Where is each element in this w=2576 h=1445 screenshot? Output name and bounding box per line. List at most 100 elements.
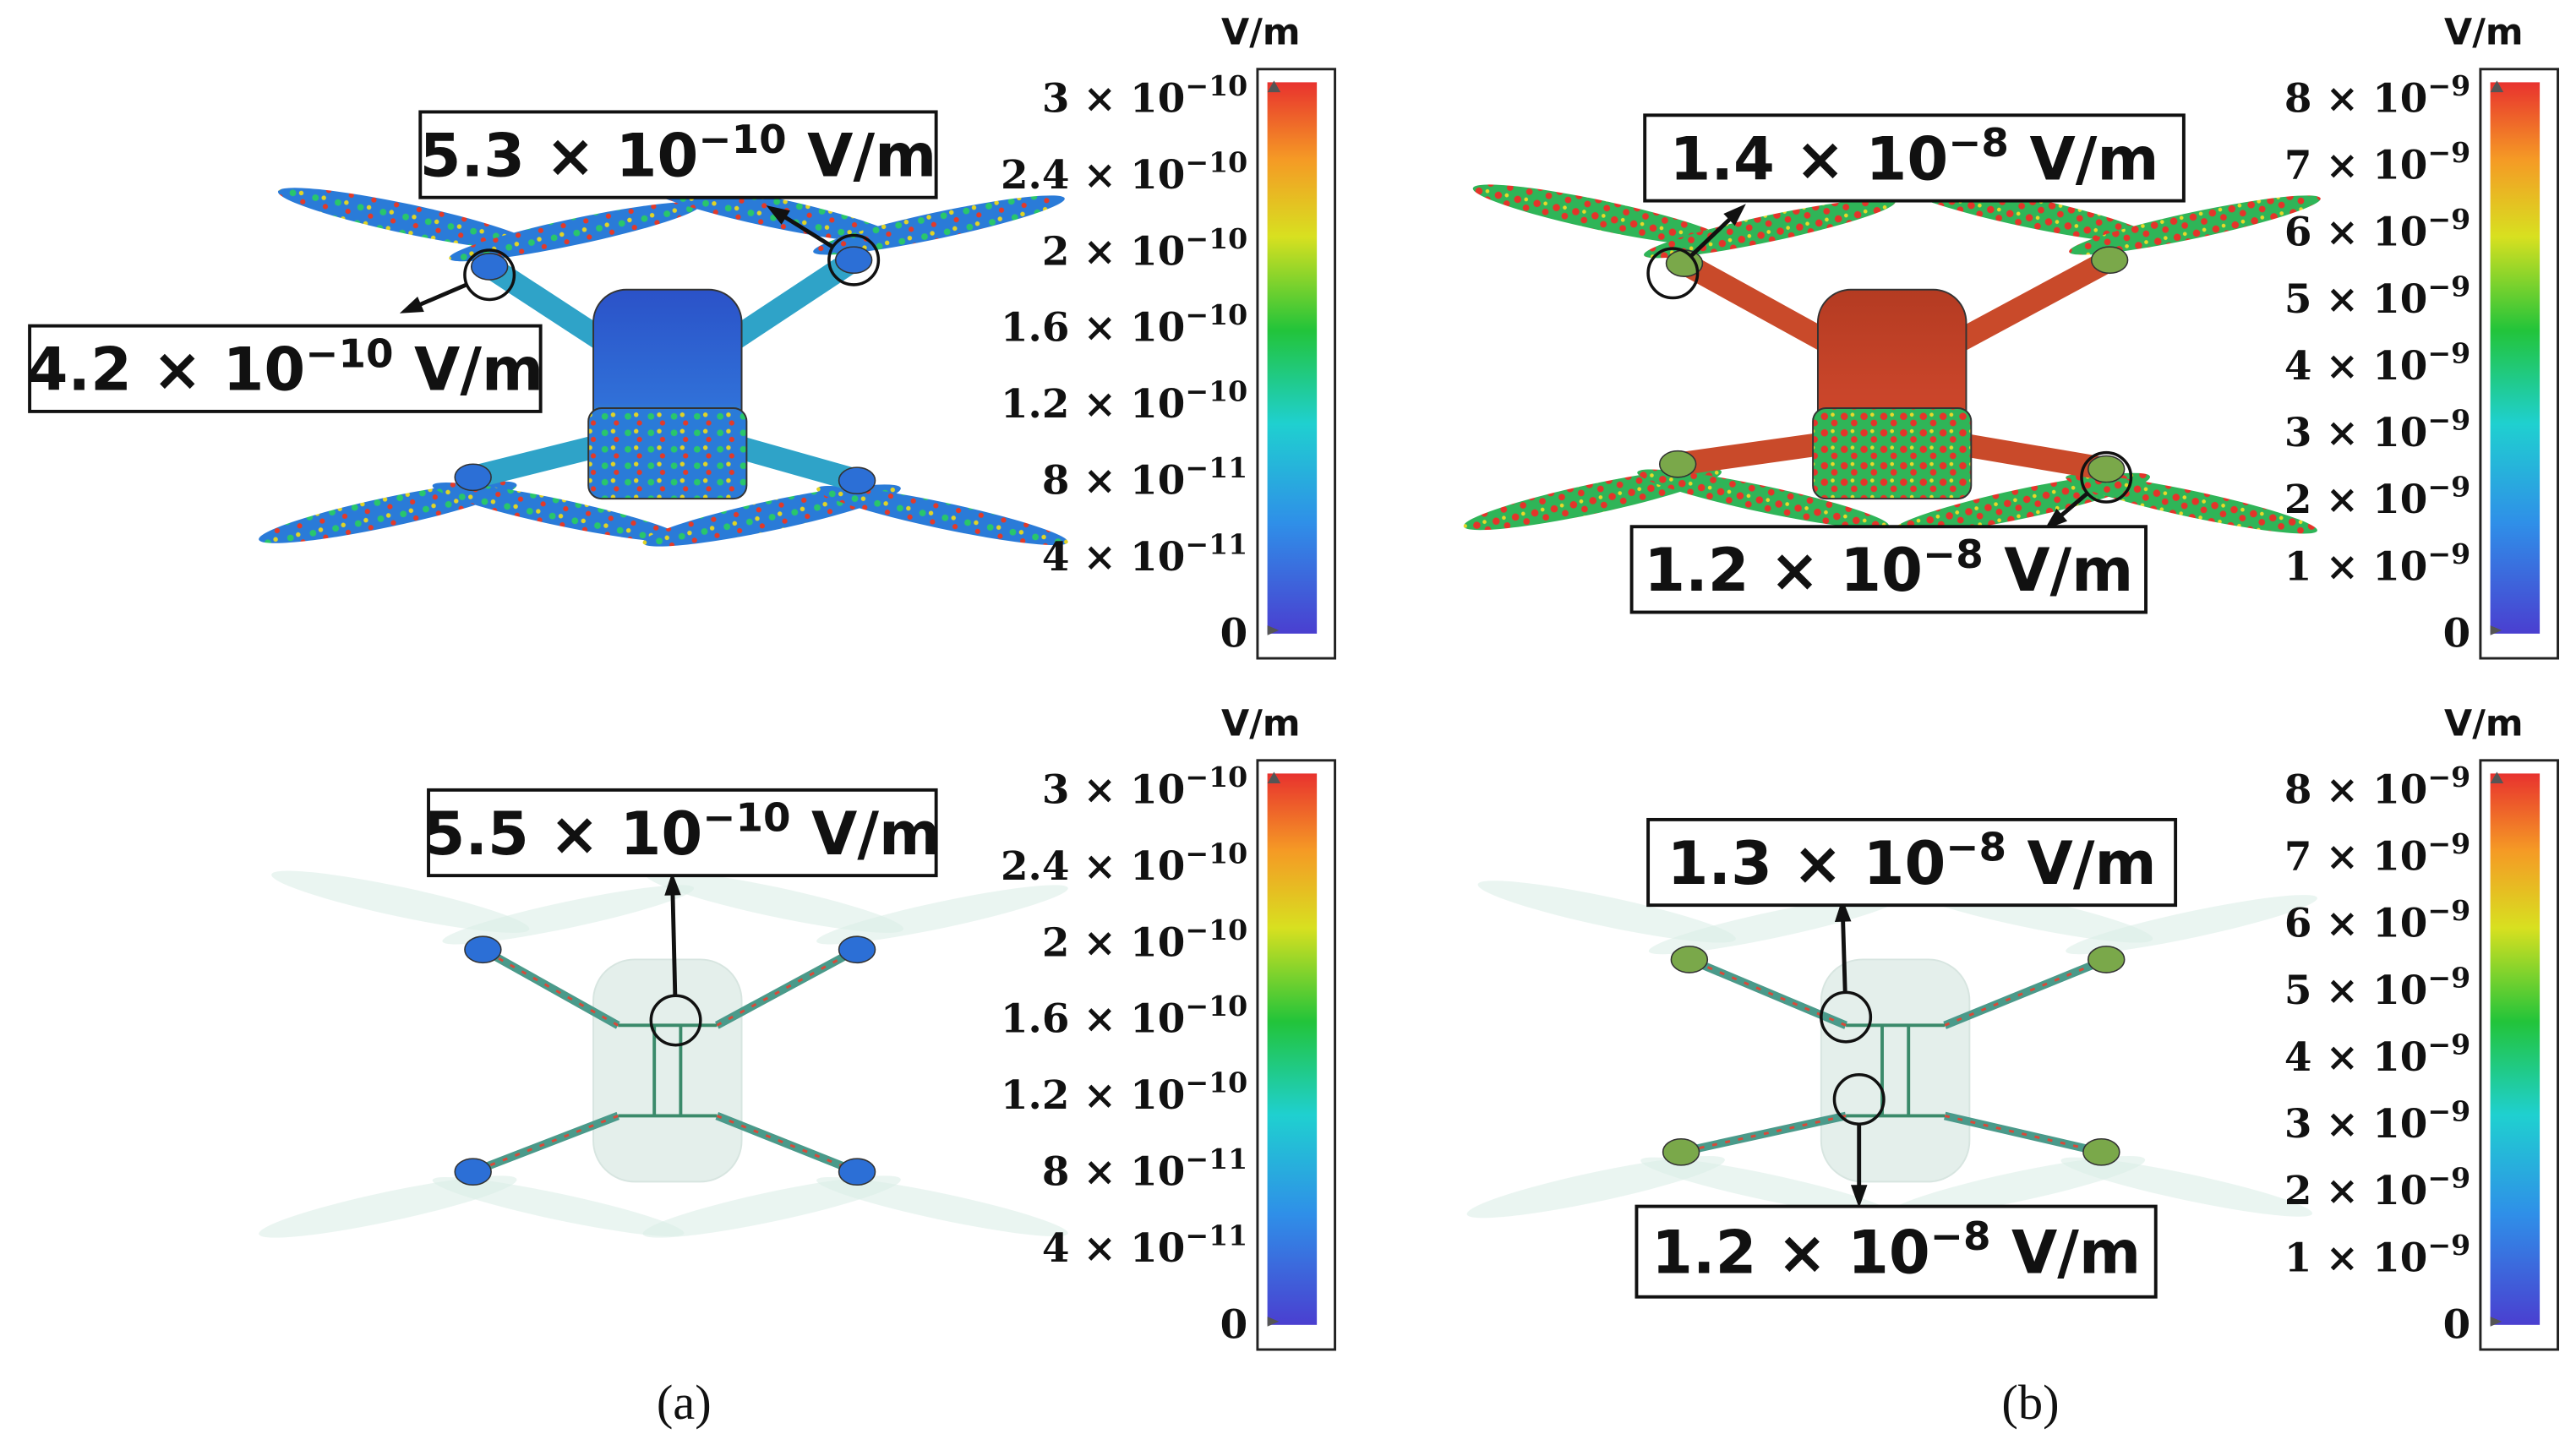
colorbar-tick-label: 2.4 × 10−10 — [1001, 837, 1247, 889]
tick-base: 6 × 10 — [2284, 210, 2427, 256]
propeller — [2060, 1157, 2313, 1217]
tick-exponent: −10 — [1185, 69, 1247, 102]
colorbar-tick-label: 4 × 10−11 — [1042, 1219, 1247, 1272]
highlight-circle — [649, 994, 702, 1047]
callout-space — [2009, 124, 2029, 194]
colorbar-tick-label: 1 × 10−9 — [2284, 537, 2470, 590]
tick-base: 8 × 10 — [2284, 766, 2427, 813]
frame — [1846, 1023, 1946, 1118]
tick-base: 0 — [2443, 1301, 2471, 1348]
highlight-circle — [1646, 247, 1700, 300]
arm-hot — [716, 948, 858, 1027]
propeller — [1637, 469, 1889, 529]
unit-label: V/m — [1221, 12, 1301, 54]
arrow-head — [399, 297, 424, 314]
callout-text: 5.3 × 10−10 V/m — [420, 117, 937, 190]
callout-text: 1.2 × 10−8 V/m — [1644, 532, 2133, 605]
callout-value: 1.2 × 10 — [1644, 536, 1923, 605]
callout-text: 5.5 × 10−10 V/m — [424, 796, 941, 869]
tick-exponent: −9 — [2427, 961, 2470, 994]
tick-exponent: −11 — [1185, 528, 1247, 561]
motor — [2082, 1137, 2120, 1166]
callout-space — [394, 335, 414, 405]
tick-base: 8 × 10 — [2284, 75, 2427, 122]
propeller — [449, 202, 701, 262]
motor — [838, 466, 876, 495]
callout-text: 1.2 × 10−8 V/m — [1651, 1214, 2141, 1287]
callout-space — [787, 121, 807, 190]
callout-unit: V/m — [2028, 829, 2157, 898]
colorbar-tick-label: 1.2 × 10−10 — [1001, 375, 1247, 428]
propeller — [432, 483, 685, 543]
colorbar-tick-label: 1.6 × 10−10 — [1001, 990, 1247, 1042]
colorbar-tick-label: 0 — [2443, 610, 2471, 657]
tick-base: 0 — [1220, 1301, 1248, 1348]
callout-box — [1629, 525, 2148, 614]
arm-hot — [1680, 1115, 1847, 1153]
tick-base: 0 — [2443, 610, 2471, 657]
tick-exponent: −9 — [2427, 894, 2470, 927]
tick-base: 2 × 10 — [1042, 228, 1185, 275]
colorbar — [1267, 773, 1318, 1325]
arm — [1935, 249, 2115, 361]
tick-base: 0 — [1220, 610, 1248, 657]
colorbar — [2490, 773, 2541, 1325]
motor — [470, 253, 509, 281]
propeller — [1477, 881, 1736, 943]
tick-exponent: −9 — [2427, 1028, 2470, 1061]
colorbar-tick-label: 8 × 10−9 — [2284, 761, 2470, 813]
colorbar-tick-label: 1.2 × 10−10 — [1001, 1066, 1247, 1119]
motor — [834, 246, 873, 275]
motor — [1658, 450, 1697, 478]
colorbar-tick-label: 0 — [1220, 610, 1248, 657]
tick-base: 2.4 × 10 — [1001, 152, 1185, 199]
colorbar-tick-label: 7 × 10−9 — [2284, 827, 2470, 880]
callout-unit: V/m — [2004, 536, 2133, 605]
propeller — [816, 485, 1068, 546]
callout-text: 1.3 × 10−8 V/m — [1667, 826, 2157, 898]
tick-base: 3 × 10 — [1042, 75, 1185, 122]
arm — [480, 946, 620, 1029]
motor — [838, 935, 876, 964]
tick-base: 2 × 10 — [1042, 919, 1185, 966]
callout-exponent: −8 — [1946, 826, 2006, 871]
propeller — [816, 885, 1068, 945]
tick-exponent: −11 — [1185, 1142, 1247, 1175]
propeller — [432, 1176, 685, 1237]
colorbar-tick-label: 1 × 10−9 — [2284, 1229, 2470, 1281]
callout-exponent: −10 — [702, 796, 790, 842]
drone — [259, 870, 1068, 1238]
tick-base: 1.6 × 10 — [1001, 996, 1185, 1043]
callout-exponent: −8 — [1930, 1214, 1991, 1260]
callout-box — [1643, 113, 2186, 203]
arrow-head — [766, 205, 790, 225]
tick-exponent: −11 — [1185, 1219, 1247, 1252]
tick-base: 1.6 × 10 — [1001, 305, 1185, 352]
tick-base: 5 × 10 — [2284, 968, 2427, 1014]
tick-exponent: −9 — [2427, 1229, 2470, 1262]
propeller — [1648, 895, 1901, 955]
arm — [1678, 253, 1848, 361]
tick-exponent: −9 — [2427, 1095, 2470, 1128]
callout-value: 1.4 × 10 — [1670, 124, 1949, 194]
arrow-head — [1723, 204, 1746, 226]
callout-unit: V/m — [2029, 124, 2158, 194]
colorbar-tick-label: 3 × 10−9 — [2284, 1095, 2470, 1148]
arm-hot — [1944, 958, 2107, 1027]
colorbar-tick-label: 3 × 10−9 — [2284, 404, 2470, 456]
drone-body-lower — [587, 407, 748, 500]
motor — [2087, 946, 2126, 973]
drone-body — [592, 958, 743, 1183]
tick-exponent: −11 — [1185, 451, 1247, 484]
tick-exponent: −9 — [2427, 336, 2470, 369]
colorbar-tick-label: 2.4 × 10−10 — [1001, 145, 1247, 198]
highlight-circle — [2080, 450, 2133, 504]
callout-exponent: −10 — [698, 117, 786, 163]
colorbar-tick-label: 6 × 10−9 — [2284, 203, 2470, 255]
unit-label: V/m — [2444, 12, 2524, 54]
tick-base: 7 × 10 — [2284, 834, 2427, 881]
tick-exponent: −10 — [1185, 837, 1247, 870]
highlight-circle — [463, 248, 516, 302]
callout-unit: V/m — [811, 799, 941, 869]
arrow-head — [2044, 508, 2068, 530]
